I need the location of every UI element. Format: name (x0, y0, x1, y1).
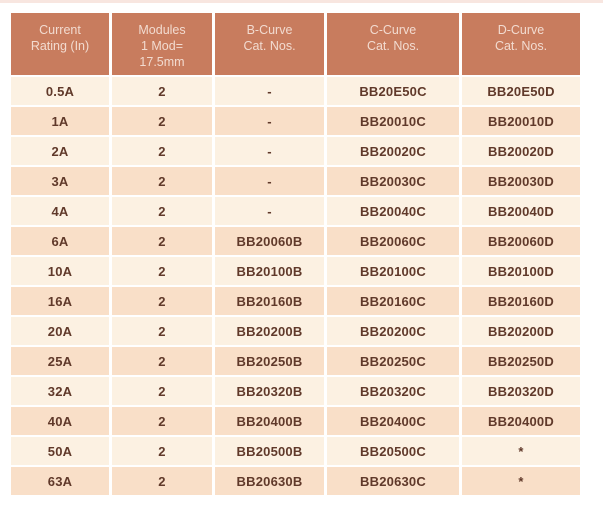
table-cell: BB20020C (327, 137, 459, 165)
table-row: 40A 2 BB20400B BB20400C BB20400D (11, 407, 580, 435)
table-cell: 1A (11, 107, 109, 135)
table-cell: 2 (112, 347, 212, 375)
table-cell: 2 (112, 137, 212, 165)
table-cell: BB20500C (327, 437, 459, 465)
table-cell: BB20060C (327, 227, 459, 255)
column-header-c-curve: C-Curve Cat. Nos. (327, 13, 459, 75)
table-cell: BB20250B (215, 347, 324, 375)
table-cell: BB20040C (327, 197, 459, 225)
table-cell: BB20250C (327, 347, 459, 375)
table-cell: 2 (112, 227, 212, 255)
table-cell: BB20060D (462, 227, 580, 255)
column-header-d-curve: D-Curve Cat. Nos. (462, 13, 580, 75)
breaker-catalog-table: Current Rating (In) Modules 1 Mod= 17.5mm… (8, 11, 583, 497)
table-cell: 2 (112, 407, 212, 435)
table-cell: * (462, 437, 580, 465)
table-row: 16A 2 BB20160B BB20160C BB20160D (11, 287, 580, 315)
table-cell: 2 (112, 257, 212, 285)
table-cell: BB20010C (327, 107, 459, 135)
table-cell: 2 (112, 377, 212, 405)
table-cell: 10A (11, 257, 109, 285)
table-cell: - (215, 167, 324, 195)
table-cell: 4A (11, 197, 109, 225)
table-cell: BB20400C (327, 407, 459, 435)
table-cell: - (215, 137, 324, 165)
table-header-row: Current Rating (In) Modules 1 Mod= 17.5mm… (11, 13, 580, 75)
table-cell: BB20320D (462, 377, 580, 405)
table-row: 4A 2- BB20040C BB20040D (11, 197, 580, 225)
table-row: 3A 2- BB20030C BB20030D (11, 167, 580, 195)
table-cell: BB20200B (215, 317, 324, 345)
table-row: 25A 2 BB20250B BB20250C BB20250D (11, 347, 580, 375)
table-cell: 40A (11, 407, 109, 435)
table-cell: BB20100D (462, 257, 580, 285)
table-cell: BB20010D (462, 107, 580, 135)
table-cell: BB20160B (215, 287, 324, 315)
table-cell: BB20100C (327, 257, 459, 285)
table-cell: - (215, 107, 324, 135)
table-row: 6A 2 BB20060B BB20060C BB20060D (11, 227, 580, 255)
table-cell: BB20630B (215, 467, 324, 495)
table-cell: BB20400B (215, 407, 324, 435)
column-header-modules: Modules 1 Mod= 17.5mm (112, 13, 212, 75)
table-cell: 16A (11, 287, 109, 315)
table-cell: 2 (112, 77, 212, 105)
table-cell: BB20200C (327, 317, 459, 345)
table-cell: BB20100B (215, 257, 324, 285)
table-row: 50A 2 BB20500B BB20500C * (11, 437, 580, 465)
table-cell: 50A (11, 437, 109, 465)
table-cell: 2 (112, 437, 212, 465)
table-cell: 63A (11, 467, 109, 495)
table-cell: 2 (112, 467, 212, 495)
table-cell: 32A (11, 377, 109, 405)
table-row: 1A 2- BB20010C BB20010D (11, 107, 580, 135)
table-cell: BB20020D (462, 137, 580, 165)
table-cell: BB20E50C (327, 77, 459, 105)
table-cell: - (215, 197, 324, 225)
table-cell: 2 (112, 107, 212, 135)
table-cell: 6A (11, 227, 109, 255)
table-cell: BB20320B (215, 377, 324, 405)
table-cell: BB20630C (327, 467, 459, 495)
table-cell: BB20060B (215, 227, 324, 255)
table-row: 0.5A 2- BB20E50C BB20E50D (11, 77, 580, 105)
table-cell: BB20030D (462, 167, 580, 195)
table-cell: BB20320C (327, 377, 459, 405)
table-row: 32A 2 BB20320B BB20320C BB20320D (11, 377, 580, 405)
table-cell: 3A (11, 167, 109, 195)
table-cell: - (215, 77, 324, 105)
table-cell: 2 (112, 167, 212, 195)
table-cell: 0.5A (11, 77, 109, 105)
table-cell: 2 (112, 287, 212, 315)
table-cell: 2A (11, 137, 109, 165)
table-cell: BB20E50D (462, 77, 580, 105)
table-cell: 20A (11, 317, 109, 345)
table-row: 10A 2 BB20100B BB20100C BB20100D (11, 257, 580, 285)
table-cell: 2 (112, 317, 212, 345)
table-cell: 2 (112, 197, 212, 225)
table-cell: BB20160D (462, 287, 580, 315)
table-row: 20A 2 BB20200B BB20200C BB20200D (11, 317, 580, 345)
table-cell: BB20250D (462, 347, 580, 375)
table-cell: BB20500B (215, 437, 324, 465)
table-cell: 25A (11, 347, 109, 375)
table-row: 2A 2- BB20020C BB20020D (11, 137, 580, 165)
table-cell: BB20040D (462, 197, 580, 225)
table-cell: BB20400D (462, 407, 580, 435)
column-header-b-curve: B-Curve Cat. Nos. (215, 13, 324, 75)
column-header-current-rating: Current Rating (In) (11, 13, 109, 75)
table-cell: * (462, 467, 580, 495)
top-edge-strip (0, 0, 603, 3)
table-cell: BB20160C (327, 287, 459, 315)
table-cell: BB20200D (462, 317, 580, 345)
table-cell: BB20030C (327, 167, 459, 195)
table-row: 63A 2 BB20630B BB20630C * (11, 467, 580, 495)
